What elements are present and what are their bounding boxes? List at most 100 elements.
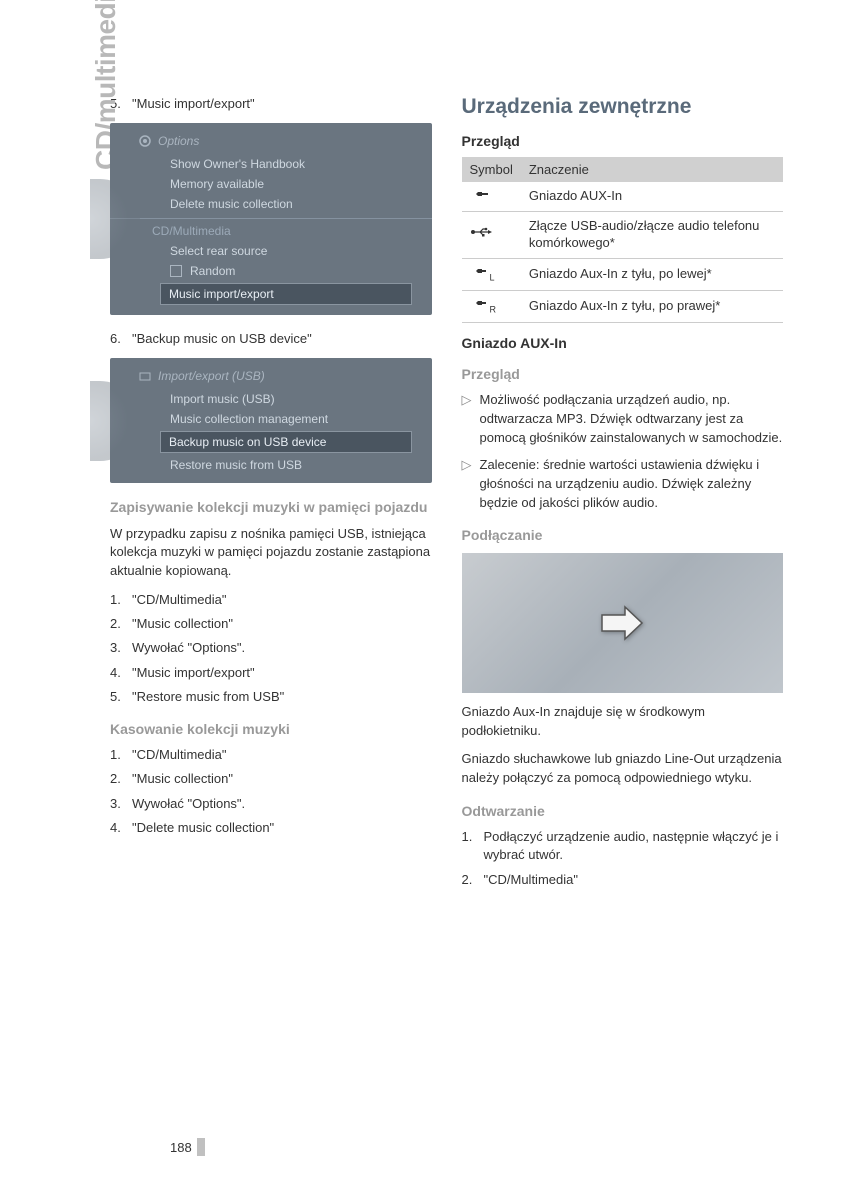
meaning-cell: Gniazdo Aux-In z tyłu, po lewej* xyxy=(521,258,783,290)
aux-photo xyxy=(462,553,784,693)
item-text: "Restore music from USB" xyxy=(132,688,284,706)
subheading-connecting: Podłączanie xyxy=(462,526,784,544)
sub-letter-r: R xyxy=(490,305,497,315)
screenshot-header-text: Import/export (USB) xyxy=(158,369,265,383)
item-num: 5. xyxy=(110,688,132,706)
list-item: 1."CD/Multimedia" xyxy=(110,591,432,609)
item-text: Podłączyć urządzenie audio, następnie wł… xyxy=(484,828,784,864)
page-number-text: 188 xyxy=(170,1140,192,1155)
item-num: 1. xyxy=(110,591,132,609)
table-row: Gniazdo AUX-In xyxy=(462,182,784,211)
item-text: "CD/Multimedia" xyxy=(484,871,578,889)
list-item: 3.Wywołać "Options". xyxy=(110,795,432,813)
item-text: "Music import/export" xyxy=(132,664,255,682)
menu-item-random: Random xyxy=(110,261,432,281)
item-num: 3. xyxy=(110,639,132,657)
screenshot-options: Options Show Owner's Handbook Memory ava… xyxy=(110,123,432,315)
meaning-cell: Gniazdo AUX-In xyxy=(521,182,783,211)
subheading-save: Zapisywanie kolekcji muzyki w pamięci po… xyxy=(110,498,432,516)
item-text: Wywołać "Options". xyxy=(132,639,245,657)
item-text: "Music collection" xyxy=(132,615,233,633)
item-text: Wywołać "Options". xyxy=(132,795,245,813)
table-row: L Gniazdo Aux-In z tyłu, po lewej* xyxy=(462,258,784,290)
jack-l-icon xyxy=(470,265,490,277)
table-header-meaning: Znaczenie xyxy=(521,157,783,182)
bullet-text: Możliwość podłączania urządzeń audio, np… xyxy=(480,391,784,448)
menu-item: Delete music collection xyxy=(110,194,432,214)
item-num: 2. xyxy=(110,770,132,788)
menu-item: Import music (USB) xyxy=(110,389,432,409)
meaning-cell: Złącze USB-audio/złącze audio telefonu k… xyxy=(521,211,783,258)
checkbox-icon xyxy=(170,265,182,277)
paragraph: W przypadku zapisu z nośnika pamięci USB… xyxy=(110,525,432,582)
step-6: 6. "Backup music on USB device" xyxy=(110,330,432,348)
bullet-item: ▷ Zalecenie: średnie wartości ustawienia… xyxy=(462,456,784,513)
paragraph: Gniazdo Aux-In znajduje się w środkowym … xyxy=(462,703,784,741)
list-item: 1.Podłączyć urządzenie audio, następnie … xyxy=(462,828,784,864)
meaning-cell: Gniazdo Aux-In z tyłu, po prawej* xyxy=(521,290,783,322)
item-num: 2. xyxy=(462,871,484,889)
list-item: 5."Restore music from USB" xyxy=(110,688,432,706)
symbol-cell xyxy=(462,182,521,211)
bullet-item: ▷ Możliwość podłączania urządzeń audio, … xyxy=(462,391,784,448)
screenshot-header: Import/export (USB) xyxy=(110,366,432,389)
content-columns: 5. "Music import/export" Options Show Ow… xyxy=(110,95,783,895)
symbol-cell: L xyxy=(462,258,521,290)
list-item: 2."Music collection" xyxy=(110,615,432,633)
symbol-cell: R xyxy=(462,290,521,322)
menu-item: Music collection management xyxy=(110,409,432,429)
right-column: Urządzenia zewnętrzne Przegląd Symbol Zn… xyxy=(462,95,784,895)
menu-section: CD/Multimedia xyxy=(110,218,432,241)
symbol-table: Symbol Znaczenie Gniazdo AUX-In Złącze U… xyxy=(462,157,784,323)
list-item: 4."Music import/export" xyxy=(110,664,432,682)
list-item: 4."Delete music collection" xyxy=(110,819,432,837)
subheading-playback: Odtwarzanie xyxy=(462,802,784,820)
item-num: 1. xyxy=(110,746,132,764)
step-5: 5. "Music import/export" xyxy=(110,95,432,113)
step-number: 6. xyxy=(110,330,132,348)
arrow-icon xyxy=(597,603,647,643)
subheading-overview2: Przegląd xyxy=(462,365,784,383)
section-heading-aux: Gniazdo AUX-In xyxy=(462,335,784,351)
screenshot-header: Options xyxy=(110,131,432,154)
left-column: 5. "Music import/export" Options Show Ow… xyxy=(110,95,432,895)
jack-r-icon xyxy=(470,297,490,309)
item-num: 4. xyxy=(110,664,132,682)
item-num: 2. xyxy=(110,615,132,633)
item-num: 4. xyxy=(110,819,132,837)
folder-icon xyxy=(138,369,152,383)
screenshot-import-export: Import/export (USB) Import music (USB) M… xyxy=(110,358,432,483)
menu-item: Memory available xyxy=(110,174,432,194)
screenshot-header-text: Options xyxy=(158,134,199,148)
menu-item: Show Owner's Handbook xyxy=(110,154,432,174)
gear-icon xyxy=(138,134,152,148)
menu-item: Restore music from USB xyxy=(110,455,432,475)
item-num: 1. xyxy=(462,828,484,864)
list-item: 3.Wywołać "Options". xyxy=(110,639,432,657)
jack-icon xyxy=(470,188,490,200)
menu-item-highlighted: Backup music on USB device xyxy=(160,431,412,453)
item-text: "Music collection" xyxy=(132,770,233,788)
list-item: 2."Music collection" xyxy=(110,770,432,788)
list-item: 2."CD/Multimedia" xyxy=(462,871,784,889)
item-num: 3. xyxy=(110,795,132,813)
menu-item: Select rear source xyxy=(110,241,432,261)
table-row: Złącze USB-audio/złącze audio telefonu k… xyxy=(462,211,784,258)
sub-letter-l: L xyxy=(490,272,495,282)
usb-icon xyxy=(470,226,494,238)
item-text: "Delete music collection" xyxy=(132,819,274,837)
main-heading: Urządzenia zewnętrzne xyxy=(462,95,784,119)
section-heading-overview: Przegląd xyxy=(462,133,784,149)
page-tab-marker xyxy=(197,1138,205,1156)
list-item: 1."CD/Multimedia" xyxy=(110,746,432,764)
table-row: R Gniazdo Aux-In z tyłu, po prawej* xyxy=(462,290,784,322)
step-text: "Music import/export" xyxy=(132,95,255,113)
menu-item-label: Random xyxy=(190,264,235,278)
bullet-text: Zalecenie: średnie wartości ustawienia d… xyxy=(480,456,784,513)
paragraph: Gniazdo słuchawkowe lub gniazdo Line-Out… xyxy=(462,750,784,788)
step-text: "Backup music on USB device" xyxy=(132,330,312,348)
menu-item-highlighted: Music import/export xyxy=(160,283,412,305)
symbol-cell xyxy=(462,211,521,258)
page-number: 188 xyxy=(170,1138,205,1156)
item-text: "CD/Multimedia" xyxy=(132,746,226,764)
